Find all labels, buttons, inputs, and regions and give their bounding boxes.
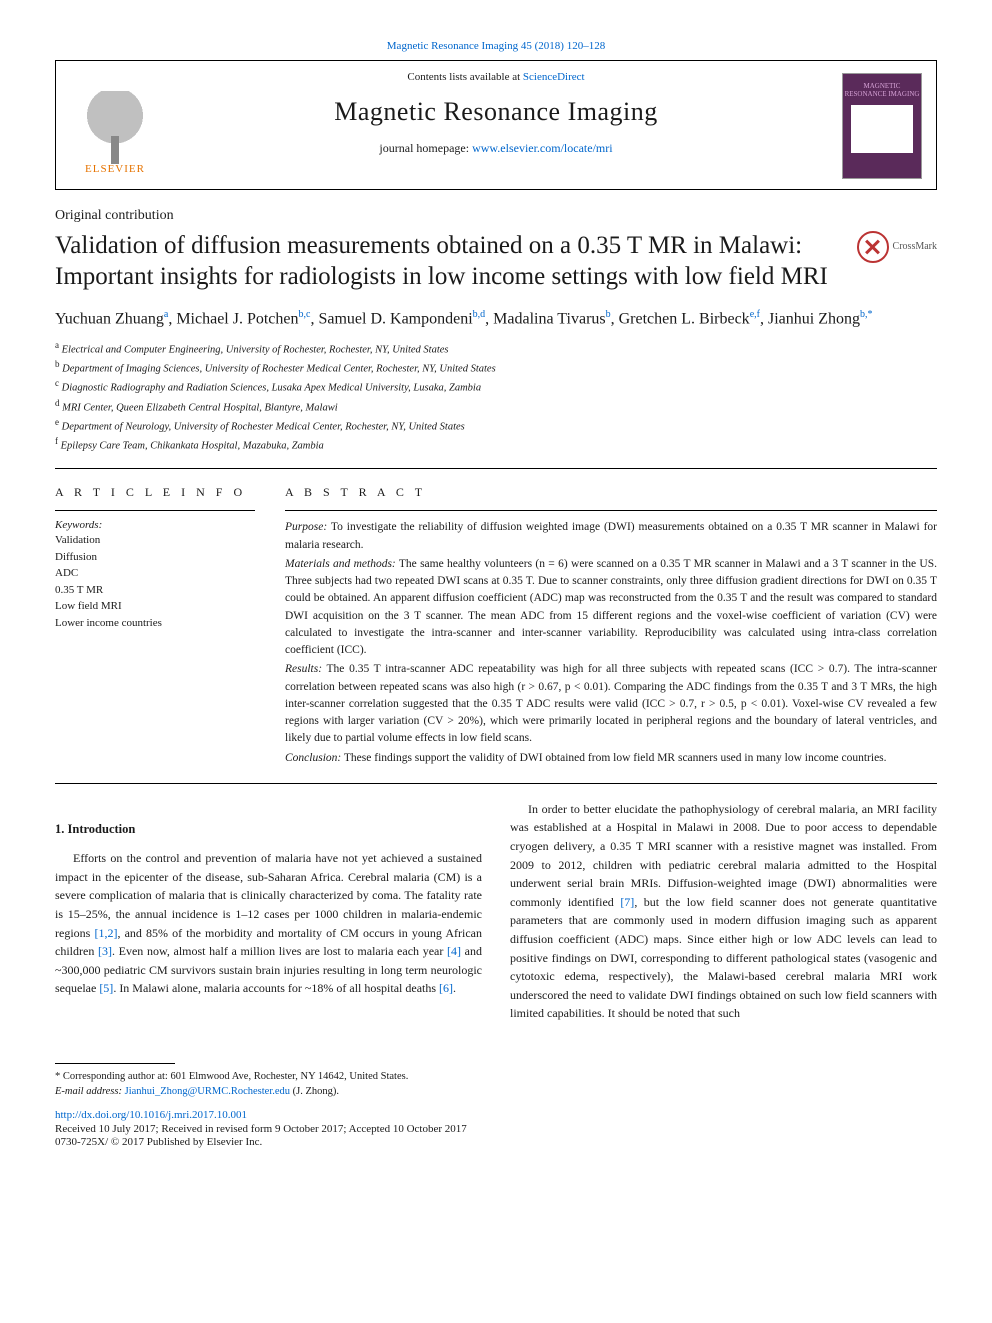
divider [55,783,937,784]
ref-3[interactable]: [3] [98,944,112,958]
journal-homepage: journal homepage: www.elsevier.com/locat… [74,141,918,156]
journal-name: Magnetic Resonance Imaging [74,97,918,127]
ref-1-2[interactable]: [1,2] [94,926,117,940]
materials-label: Materials and methods: [285,558,396,570]
ref-7[interactable]: [7] [620,895,634,909]
conclusion-text: These findings support the validity of D… [341,752,886,764]
journal-header-box: ELSEVIER Contents lists available at Sci… [55,60,937,190]
contents-prefix: Contents lists available at [407,71,522,83]
intro-para-1: Efforts on the control and prevention of… [55,849,482,998]
abstract-body: Purpose: To investigate the reliability … [285,519,937,767]
intro-para-2: In order to better elucidate the pathoph… [510,800,937,1023]
journal-cover-thumbnail: MAGNETIC RESONANCE IMAGING [842,73,922,179]
copyright: 0730-725X/ © 2017 Published by Elsevier … [55,1136,937,1148]
email-suffix: (J. Zhong). [290,1086,339,1097]
affiliation-item: c Diagnostic Radiography and Radiation S… [55,377,937,396]
running-header: Magnetic Resonance Imaging 45 (2018) 120… [55,40,937,52]
divider [55,468,937,469]
cover-art [851,105,913,153]
running-header-link[interactable]: Magnetic Resonance Imaging 45 (2018) 120… [387,40,605,52]
keyword-item: 0.35 T MR [55,582,255,599]
results-label: Results: [285,663,322,675]
intro-heading: 1. Introduction [55,820,482,839]
body-text: 1. Introduction Efforts on the control a… [55,800,937,1023]
ref-6[interactable]: [6] [439,981,453,995]
keywords-label: Keywords: [55,519,255,531]
elsevier-tree-icon [85,91,145,161]
corresponding-author: * Corresponding author at: 601 Elmwood A… [55,1070,937,1085]
email-label: E-mail address: [55,1086,125,1097]
elsevier-logo: ELSEVIER [70,75,160,175]
divider [55,510,255,511]
materials-text: The same healthy volunteers (n = 6) were… [285,558,937,656]
email-line: E-mail address: Jianhui_Zhong@URMC.Roche… [55,1085,937,1100]
keyword-item: Diffusion [55,549,255,566]
conclusion-label: Conclusion: [285,752,341,764]
keyword-item: ADC [55,565,255,582]
affiliation-item: e Department of Neurology, University of… [55,416,937,435]
keyword-item: Low field MRI [55,598,255,615]
purpose-text: To investigate the reliability of diffus… [285,521,937,550]
affiliation-item: b Department of Imaging Sciences, Univer… [55,358,937,377]
results-text: The 0.35 T intra-scanner ADC repeatabili… [285,663,937,744]
footnotes: * Corresponding author at: 601 Elmwood A… [55,1070,937,1099]
keyword-item: Lower income countries [55,615,255,632]
contents-line: Contents lists available at ScienceDirec… [74,71,918,83]
crossmark-icon [857,231,889,263]
elsevier-brand: ELSEVIER [85,163,145,175]
affiliation-item: d MRI Center, Queen Elizabeth Central Ho… [55,397,937,416]
author-list: Yuchuan Zhuanga, Michael J. Potchenb,c, … [55,307,937,331]
ref-4[interactable]: [4] [447,944,461,958]
affiliation-item: f Epilepsy Care Team, Chikankata Hospita… [55,435,937,454]
keyword-item: Validation [55,532,255,549]
received-dates: Received 10 July 2017; Received in revis… [55,1123,937,1135]
footnote-separator [55,1063,175,1064]
crossmark-badge[interactable]: CrossMark [857,231,937,263]
purpose-label: Purpose: [285,521,327,533]
divider [285,510,937,511]
article-info-column: A R T I C L E I N F O Keywords: Validati… [55,485,255,769]
sciencedirect-link[interactable]: ScienceDirect [523,71,585,83]
abstract-heading: A B S T R A C T [285,485,937,500]
doi-link[interactable]: http://dx.doi.org/10.1016/j.mri.2017.10.… [55,1109,937,1121]
article-info-heading: A R T I C L E I N F O [55,485,255,500]
cover-title: MAGNETIC RESONANCE IMAGING [843,82,921,99]
affiliation-list: a Electrical and Computer Engineering, U… [55,339,937,455]
keywords-list: ValidationDiffusionADC0.35 T MRLow field… [55,532,255,631]
homepage-prefix: journal homepage: [379,141,472,155]
email-link[interactable]: Jianhui_Zhong@URMC.Rochester.edu [125,1086,290,1097]
ref-5[interactable]: [5] [99,981,113,995]
homepage-link[interactable]: www.elsevier.com/locate/mri [472,141,613,155]
crossmark-label: CrossMark [893,241,937,252]
affiliation-item: a Electrical and Computer Engineering, U… [55,339,937,358]
article-title: Validation of diffusion measurements obt… [55,230,937,293]
abstract-column: A B S T R A C T Purpose: To investigate … [285,485,937,769]
article-type-label: Original contribution [55,208,937,224]
